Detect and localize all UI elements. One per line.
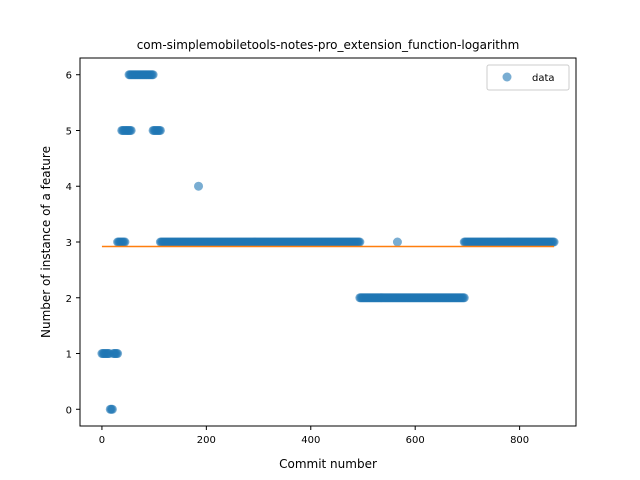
y-tick-label: 2 [66,294,72,305]
y-tick-label: 5 [66,126,72,137]
y-tick-label: 1 [66,350,72,361]
legend: data [486,64,570,91]
x-tick-label: 400 [301,435,320,446]
y-tick-label: 0 [66,405,72,416]
data-point [113,349,123,359]
plot-area [79,57,577,427]
data-marks [97,70,559,414]
data-point [194,181,204,191]
legend-box [486,64,570,91]
x-axis: 0 200 400 600 800 [99,426,529,446]
x-tick-label: 200 [197,435,216,446]
data-point [107,404,117,414]
data-point [155,125,165,135]
y-tick-label: 3 [66,238,72,249]
y-tick-label: 6 [66,71,72,82]
chart-title: com-simplemobiletools-notes-pro_extensio… [137,38,520,52]
y-axis-label: Number of instance of a feature [39,146,53,338]
legend-marker-data [502,72,512,82]
legend-label-data: data [532,73,555,84]
x-tick-label: 800 [510,435,529,446]
data-point [120,237,130,247]
x-tick-label: 600 [406,435,425,446]
x-tick-label: 0 [99,435,105,446]
data-point [392,237,402,247]
y-axis: 0 1 2 3 4 5 6 [66,71,80,416]
data-point [549,237,559,247]
x-axis-label: Commit number [279,457,377,471]
data-point [459,293,469,303]
y-tick-label: 4 [66,182,72,193]
data-point [148,70,158,80]
data-point [126,125,136,135]
data-point [355,237,365,247]
